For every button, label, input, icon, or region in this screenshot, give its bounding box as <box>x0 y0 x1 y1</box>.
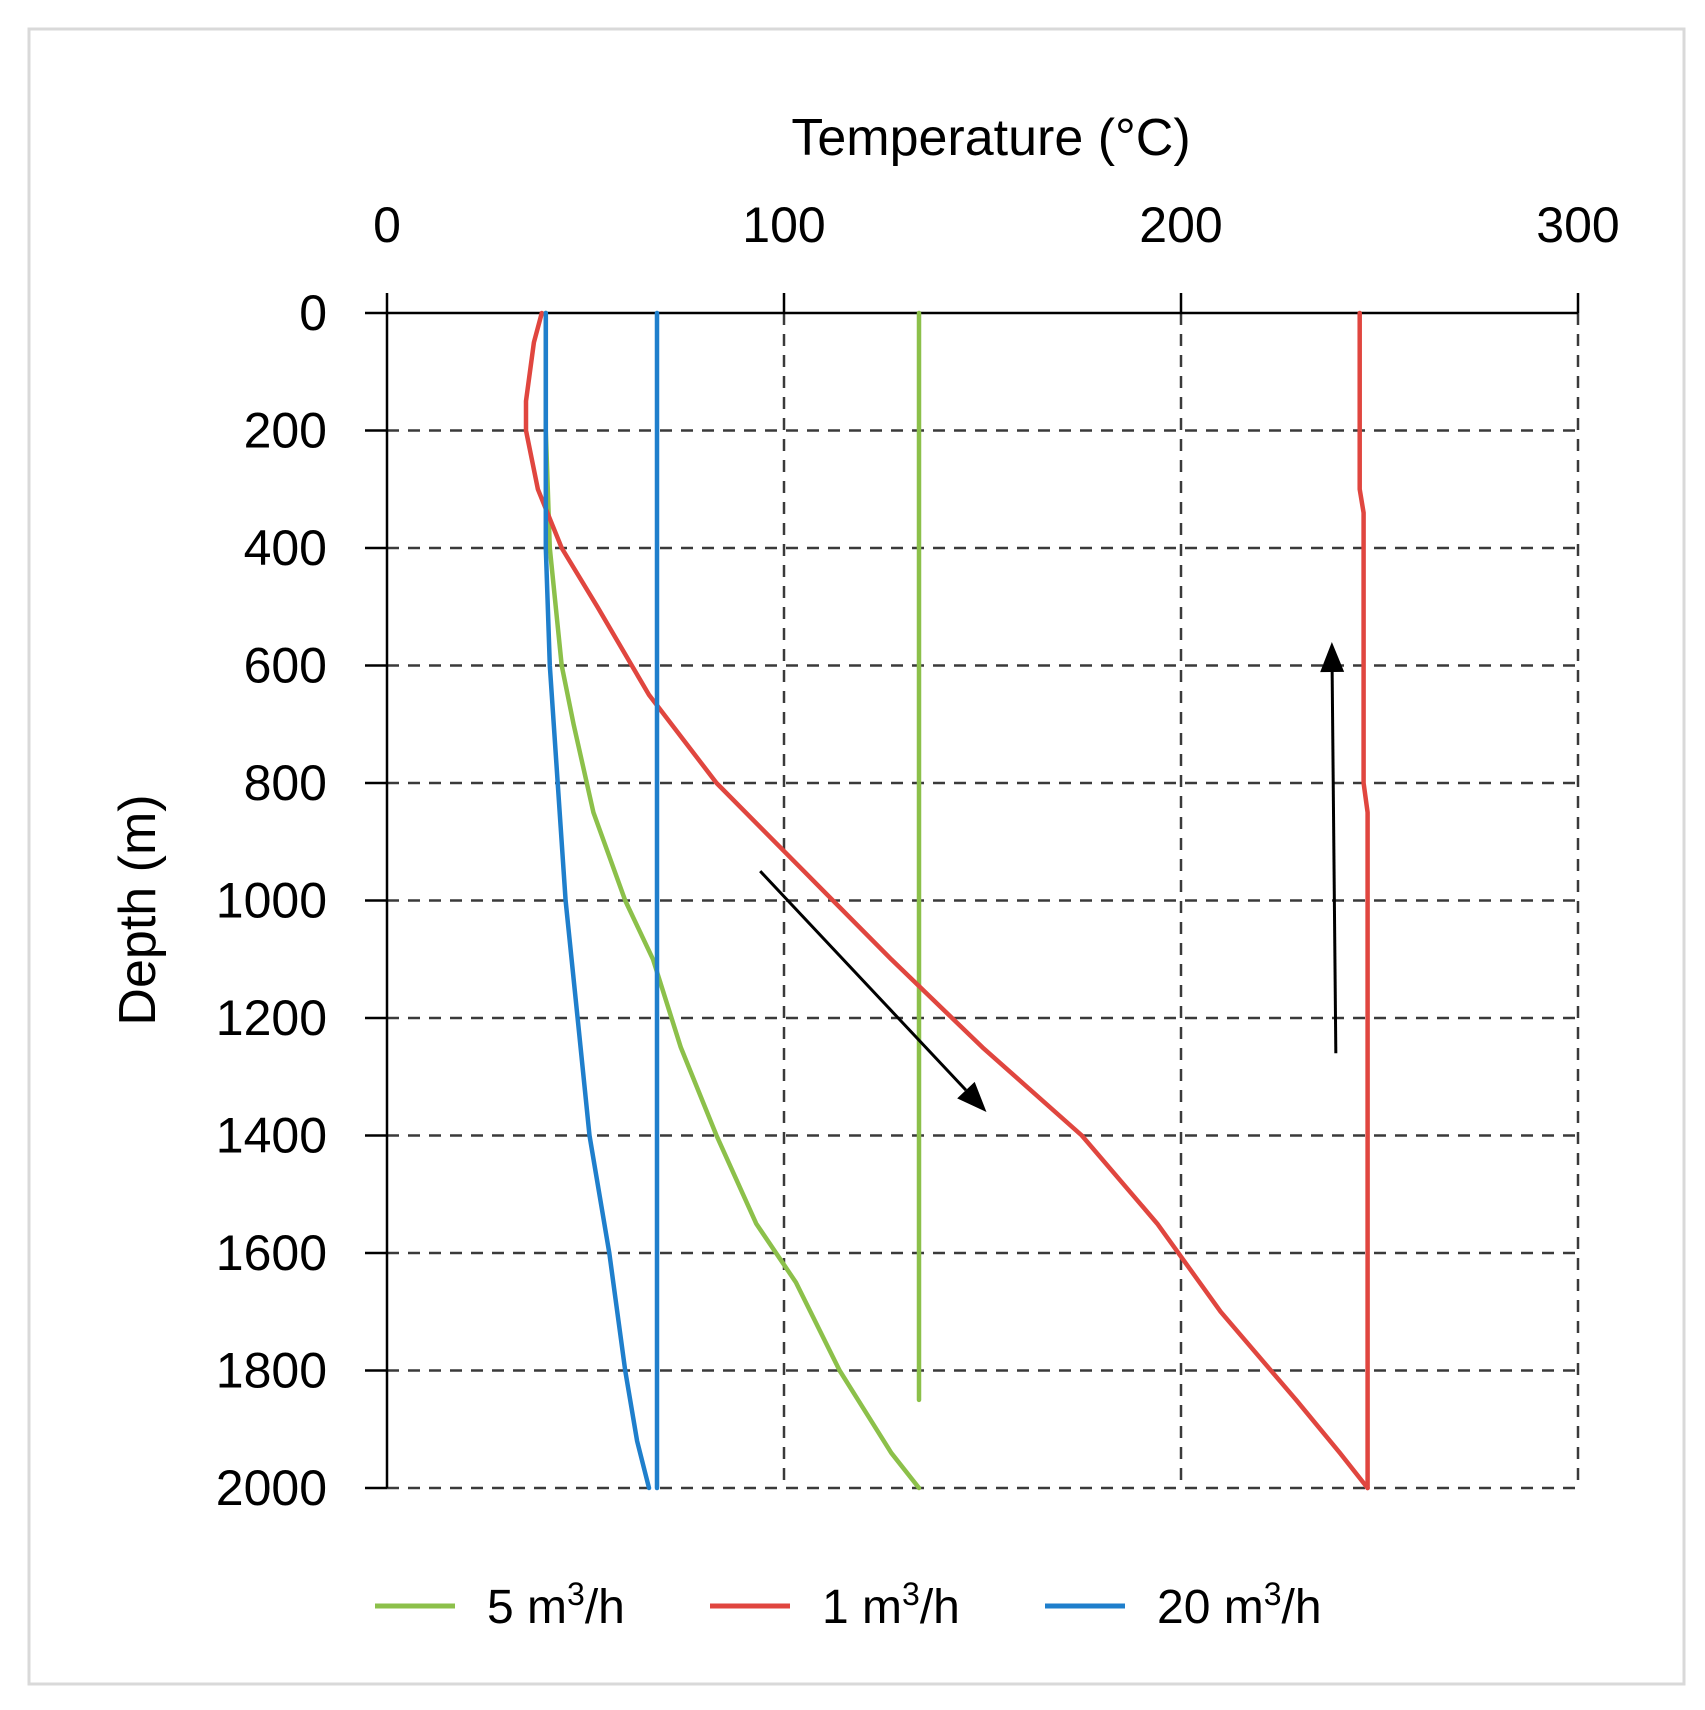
y-tick-label: 2000 <box>216 1460 327 1516</box>
x-tick-label: 200 <box>1139 197 1222 253</box>
x-tick-label: 100 <box>742 197 825 253</box>
legend: 5 m3/h 1 m3/h 20 m3/h <box>375 1576 1322 1634</box>
production-flow-arrow-head <box>1320 642 1345 673</box>
injection-flow-arrow <box>759 870 968 1092</box>
chart-border <box>27 27 1686 1686</box>
legend-label: 5 m3/h <box>487 1576 625 1634</box>
y-tick-label: 1200 <box>216 990 327 1046</box>
series-line <box>523 310 1370 1491</box>
y-tick-label: 800 <box>244 755 327 811</box>
x-tick-labels: 0 100 200 300 <box>373 197 1620 253</box>
x-tick-label: 0 <box>373 197 401 253</box>
y-tick-label: 1400 <box>216 1108 327 1164</box>
series-line <box>543 310 922 1491</box>
x-tick-label: 300 <box>1536 197 1619 253</box>
legend-label: 1 m3/h <box>822 1576 960 1634</box>
x-axis-title: Temperature (°C) <box>791 109 1190 167</box>
y-axis-title: Depth (m) <box>109 794 167 1025</box>
legend-label: 20 m3/h <box>1157 1576 1322 1634</box>
series-line <box>1357 310 1370 1491</box>
data-series <box>523 310 1370 1491</box>
y-tick-label: 600 <box>244 638 327 694</box>
y-tick-labels: 0 200 400 600 800 1000 1200 1400 1600 1800 2000 <box>216 285 327 1516</box>
injection-flow-arrow-head <box>957 1081 987 1112</box>
y-tick-label: 200 <box>244 403 327 459</box>
y-tick-label: 0 <box>299 285 327 341</box>
y-tick-label: 1000 <box>216 873 327 929</box>
y-tick-label: 400 <box>244 520 327 576</box>
flow-arrows <box>759 642 1345 1112</box>
y-tick-label: 1800 <box>216 1343 327 1399</box>
y-tick-label: 1600 <box>216 1225 327 1281</box>
axes <box>365 293 1580 1490</box>
series-line <box>543 310 652 1491</box>
production-flow-arrow <box>1330 671 1338 1054</box>
grid-lines <box>387 313 1580 1490</box>
